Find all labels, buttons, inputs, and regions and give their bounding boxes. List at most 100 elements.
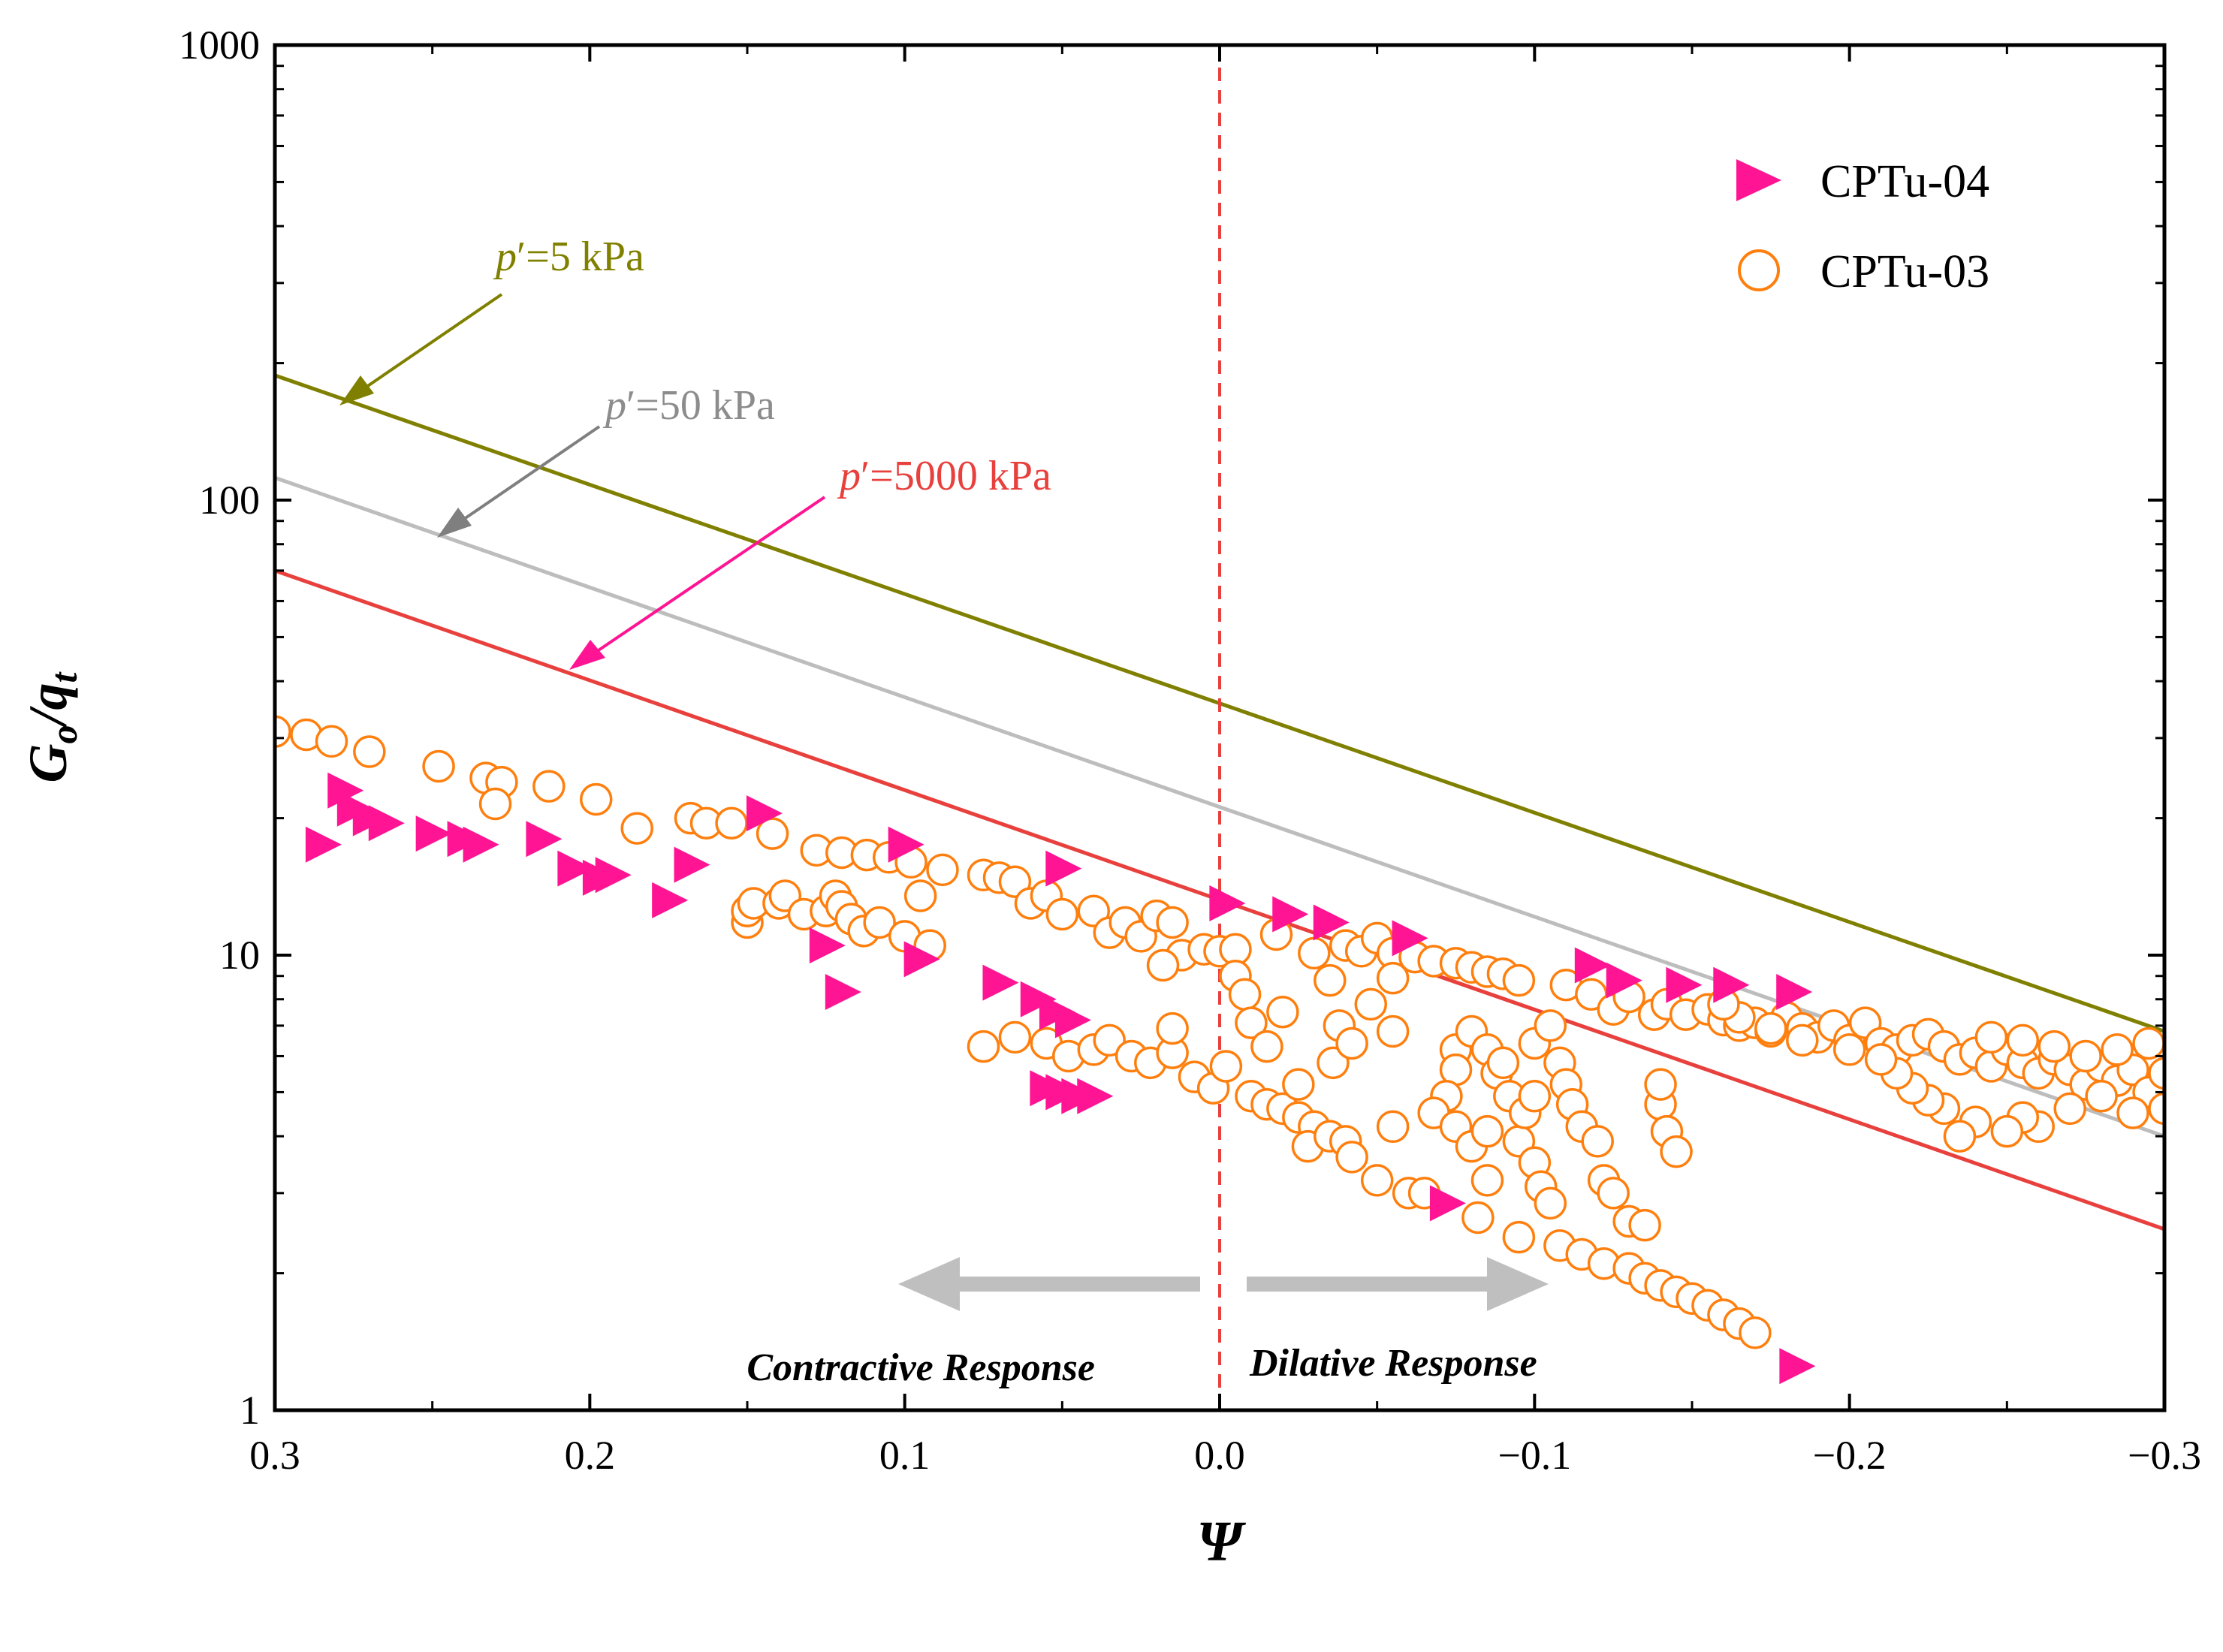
cptu04-point-29 <box>1272 896 1309 933</box>
cptu03-point-112 <box>1470 1164 1504 1197</box>
svg-text:p′=5000 kPa: p′=5000 kPa <box>837 453 1051 499</box>
label-5000kpa-prefix: p <box>837 453 861 499</box>
cptu03-point-69 <box>1250 1029 1283 1063</box>
cptu03-point-97 <box>1376 1014 1410 1048</box>
cptu04-point-12 <box>652 882 689 918</box>
label-5kpa-rest: ′=5 kPa <box>517 234 644 280</box>
cptu04-point-31 <box>1392 920 1428 957</box>
cptu03-point-28 <box>903 879 937 912</box>
cptu03-point-209 <box>1974 1020 2008 1054</box>
cptu03-point-213 <box>2101 1033 2134 1066</box>
cptu03-point-59 <box>1156 1011 1189 1045</box>
cptu03-point-81 <box>1376 1110 1410 1144</box>
cptu04-point-20 <box>1020 981 1057 1017</box>
line-label-5kpa: p′=5 kPa <box>339 234 644 405</box>
cptu04-point-4 <box>368 805 405 842</box>
label-50kpa-rest: ′=50 kPa <box>626 382 775 429</box>
cptu03-point-55 <box>1093 1023 1126 1057</box>
cptu03-point-204 <box>1832 1033 1866 1066</box>
cptu03-point-203 <box>1864 1043 1898 1076</box>
y-title-q: /q <box>18 683 78 728</box>
label-5000kpa-rest: ′=5000 kPa <box>861 453 1051 499</box>
y-title-sub-o: o <box>43 725 85 743</box>
cptu04-point-14 <box>746 795 783 832</box>
cptu03-point-205 <box>1786 1023 1819 1057</box>
cptu03-point-82 <box>1360 1164 1394 1197</box>
cptu04-point-27 <box>1054 1002 1091 1039</box>
cptu03-point-192 <box>2085 1079 2118 1113</box>
cptu03-point-214 <box>2132 1026 2164 1060</box>
cptu03-point-211 <box>2037 1029 2071 1063</box>
cptu04-point-5 <box>415 815 452 852</box>
cptu03-point-191 <box>2116 1096 2149 1129</box>
cptu03-point-121 <box>1518 1079 1552 1113</box>
arrow-5000kpa-head <box>569 640 605 670</box>
label-50kpa-prefix: p <box>602 382 626 429</box>
cptu04-point-32 <box>1429 1185 1466 1222</box>
svg-text:p′=5 kPa: p′=5 kPa <box>493 234 644 280</box>
cptu03-point-42 <box>1077 894 1111 928</box>
y-axis: 1 10 100 1000 <box>179 23 2164 1433</box>
cptu04-point-17 <box>888 826 924 863</box>
cptu03-point-193 <box>2053 1092 2086 1126</box>
cptu03-point-51 <box>998 1020 1032 1054</box>
legend-marker-cptu04 <box>1736 159 1781 201</box>
cptu03-point-41 <box>1045 897 1079 931</box>
legend-marker-cptu03 <box>1738 249 1780 291</box>
line-label-5000kpa: p′=5000 kPa <box>569 453 1051 670</box>
cptu04-point-22 <box>1045 850 1082 887</box>
cptu03-point-152 <box>1739 1316 1772 1349</box>
dilative-arrow <box>1247 1257 1549 1311</box>
cptu03-point-189 <box>2148 1057 2164 1090</box>
cptu03-point-124 <box>1534 1186 1567 1220</box>
cptu04-point-26 <box>1077 1078 1114 1114</box>
cptu03-point-135 <box>1628 1208 1661 1242</box>
cptu03-point-137 <box>1644 1068 1677 1101</box>
cptu03-point-139 <box>1660 1135 1693 1168</box>
cptu04-point-8 <box>526 821 563 858</box>
arrow-5kpa-line <box>357 293 503 393</box>
arrow-5000kpa-line <box>590 496 826 656</box>
cptu03-point-104 <box>1502 963 1536 997</box>
y-tick-label-2: 100 <box>199 478 260 523</box>
x-tick-label-5: −0.2 <box>1813 1433 1887 1478</box>
legend-label-cptu04: CPTu-04 <box>1820 156 1989 207</box>
region-arrows <box>898 1257 1549 1311</box>
y-tick-label-3: 1000 <box>179 23 260 68</box>
cptu03-point-131 <box>1581 1125 1614 1158</box>
cptu03-point-13 <box>715 806 748 840</box>
cptu03-point-113 <box>1461 1201 1495 1234</box>
cptu03-point-35 <box>926 853 959 887</box>
cptu03-point-196 <box>1990 1114 2024 1148</box>
cptu03-point-14 <box>756 817 789 850</box>
cptu03-point-206 <box>1754 1011 1787 1045</box>
cptu03-point-133 <box>1597 1177 1630 1210</box>
cptu03-point-26 <box>863 906 896 939</box>
cptu03-point-8 <box>532 770 566 803</box>
x-tick-label-1: 0.2 <box>565 1433 616 1478</box>
plot-area <box>275 45 2164 1410</box>
cptu03-point-140 <box>1502 1220 1536 1254</box>
cptu04-point-34 <box>1606 962 1642 999</box>
cptu03-point-70 <box>1266 995 1299 1029</box>
cptu04-point-19 <box>982 964 1019 1001</box>
y-tick-label-1: 10 <box>219 933 260 978</box>
cptu04-point-35 <box>1666 966 1703 1003</box>
cptu03-point-10 <box>620 812 653 845</box>
arrow-50kpa-head <box>437 508 472 538</box>
series-layer <box>275 715 2164 1385</box>
cptu04-point-7 <box>463 826 499 863</box>
cptu03-point-67 <box>1228 978 1262 1011</box>
cptu04-point-30 <box>1313 904 1350 941</box>
x-tick-label-4: −0.1 <box>1498 1433 1571 1478</box>
cptu03-point-95 <box>1354 987 1388 1021</box>
x-tick-label-6: −0.3 <box>2128 1433 2201 1478</box>
x-tick-label-0: 0.3 <box>249 1433 300 1478</box>
cptu03-point-86 <box>1298 936 1331 970</box>
line-label-50kpa: p′=50 kPa <box>437 382 775 538</box>
cptu03-point-212 <box>2069 1039 2102 1073</box>
cptu03-point-198 <box>1943 1120 1977 1153</box>
cptu04-point-1 <box>327 772 364 809</box>
y-title-g: G <box>18 743 78 782</box>
